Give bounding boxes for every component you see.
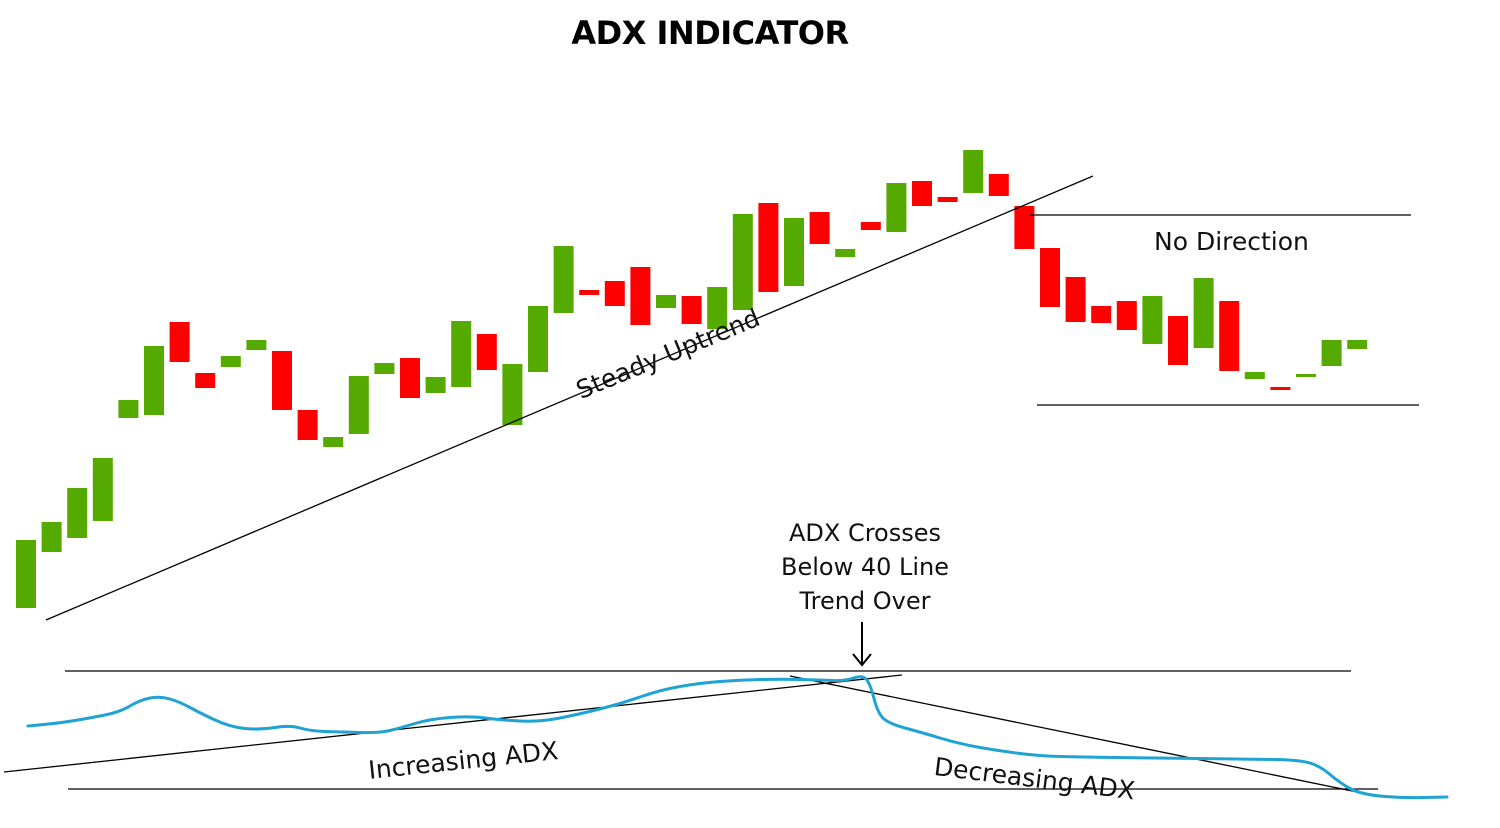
candle-down xyxy=(1040,248,1060,307)
candle-up xyxy=(92,458,113,521)
candle-up xyxy=(1347,340,1368,349)
candle-down xyxy=(1091,306,1112,323)
candle-down xyxy=(1168,316,1188,365)
candle-up xyxy=(1296,374,1316,377)
candle-down xyxy=(1014,206,1035,249)
candle-up xyxy=(425,377,446,393)
no-direction-label: No Direction xyxy=(1154,227,1309,256)
adx-cross-label: ADX Crosses Below 40 Line Trend Over xyxy=(745,516,985,618)
candle-up xyxy=(67,488,88,538)
candle-up xyxy=(886,183,907,232)
candle-down xyxy=(860,222,881,230)
candle-down xyxy=(988,174,1009,196)
adx-line xyxy=(26,675,1449,800)
candle-up xyxy=(41,522,62,552)
candle-down xyxy=(476,334,497,370)
candle-up xyxy=(1244,372,1265,379)
candle-up xyxy=(118,400,139,418)
candle-up xyxy=(323,437,344,447)
candle-down xyxy=(809,212,830,244)
candle-up xyxy=(348,376,369,434)
candle-up xyxy=(16,540,36,608)
candles-group xyxy=(16,150,1368,608)
candle-up xyxy=(784,218,804,286)
candle-up xyxy=(220,356,241,367)
candle-down xyxy=(195,373,216,388)
candle-up xyxy=(707,287,728,329)
candle-down xyxy=(630,267,651,325)
candle-down xyxy=(1065,277,1086,322)
candle-up xyxy=(451,321,472,387)
candle-down xyxy=(1219,301,1240,371)
candle-up xyxy=(374,363,395,374)
cross-arrow-head xyxy=(852,653,872,667)
chart-title: ADX INDICATOR xyxy=(571,14,849,52)
candle-down xyxy=(400,358,420,398)
candle-up xyxy=(835,249,856,257)
candle-up xyxy=(732,214,753,310)
candle-up xyxy=(1142,296,1163,344)
candle-up xyxy=(246,340,267,350)
adx-cross-line-1: ADX Crosses xyxy=(788,519,942,547)
candle-down xyxy=(272,351,292,410)
candle-up xyxy=(553,246,574,313)
candle-down xyxy=(681,296,702,324)
candle-down xyxy=(758,203,779,292)
candle-down xyxy=(912,181,932,206)
candle-down xyxy=(604,281,625,306)
candle-up xyxy=(656,295,676,308)
candle-up xyxy=(963,150,984,193)
candle-down xyxy=(169,322,190,362)
candle-up xyxy=(528,306,548,372)
candle-up xyxy=(1193,278,1214,348)
candle-up xyxy=(502,364,523,425)
adx-increase-line xyxy=(3,674,903,773)
uptrend-line xyxy=(45,175,1094,621)
candle-up xyxy=(1321,340,1342,366)
candle-down xyxy=(937,197,958,202)
candle-down xyxy=(297,410,318,440)
candle-down xyxy=(1270,387,1291,390)
adx-decrease-line xyxy=(789,675,1363,794)
candle-down xyxy=(579,290,600,295)
adx-cross-line-3: Trend Over xyxy=(799,587,931,615)
adx-cross-line-2: Below 40 Line xyxy=(780,553,950,581)
candle-up xyxy=(144,346,164,415)
candle-down xyxy=(1116,301,1137,330)
